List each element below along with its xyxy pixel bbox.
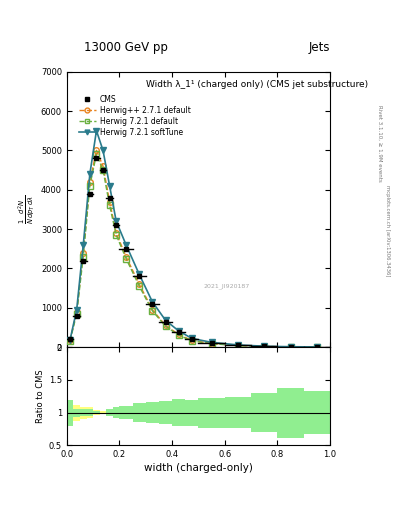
Legend: CMS, Herwig++ 2.7.1 default, Herwig 7.2.1 default, Herwig 7.2.1 softTune: CMS, Herwig++ 2.7.1 default, Herwig 7.2.… [76,92,193,140]
CMS [209,339,214,346]
CMS [163,318,168,325]
CMS [94,155,99,161]
CMS [262,343,267,349]
CMS [189,336,194,343]
Y-axis label: $\frac{1}{N}\frac{d^2N}{dp_T\,d\lambda}$: $\frac{1}{N}\frac{d^2N}{dp_T\,d\lambda}$ [16,195,37,224]
Text: 2021_JI920187: 2021_JI920187 [204,284,250,289]
CMS [68,336,72,343]
Line: CMS: CMS [68,156,320,349]
CMS [288,344,293,350]
CMS [124,246,129,252]
Text: 13000 GeV pp: 13000 GeV pp [84,41,168,54]
CMS [74,312,79,318]
Y-axis label: Ratio to CMS: Ratio to CMS [36,370,45,423]
CMS [107,195,112,201]
CMS [114,222,119,228]
CMS [81,258,86,264]
Text: Width λ_1¹ (charged only) (CMS jet substructure): Width λ_1¹ (charged only) (CMS jet subst… [146,80,368,89]
Text: Rivet 3.1.10, ≥ 1.9M events: Rivet 3.1.10, ≥ 1.9M events [377,105,382,182]
CMS [314,344,319,350]
CMS [235,342,240,348]
Text: Jets: Jets [309,41,330,54]
X-axis label: width (charged-only): width (charged-only) [144,463,253,474]
CMS [176,329,181,335]
CMS [137,273,141,280]
CMS [88,190,92,197]
Text: mcplots.cern.ch [arXiv:1306.3436]: mcplots.cern.ch [arXiv:1306.3436] [385,185,389,276]
CMS [150,301,155,307]
CMS [101,167,105,173]
